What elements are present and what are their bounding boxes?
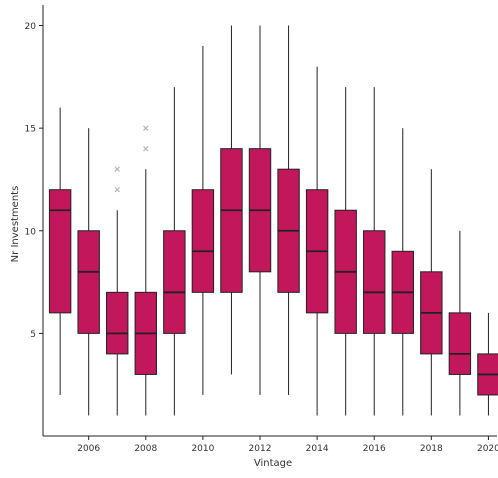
x-tick-label: 2006 [77,444,100,454]
x-tick-label: 2018 [420,444,443,454]
x-axis-ticks: 2006 2008 2010 2012 2014 2016 2018 2020 [77,436,498,454]
x-tick-label: 2010 [191,444,214,454]
x-tick-label: 2020 [477,444,498,454]
box-group-2009 [163,87,186,416]
box-iqr [448,312,472,375]
x-tick-label: 2014 [306,444,329,454]
box-iqr [163,230,186,334]
outlier-point [143,145,149,152]
box-iqr [363,230,386,334]
box-group-2020 [477,312,498,416]
outlier-point [114,187,120,193]
box-group-2010 [191,46,215,395]
y-tick-label: 20 [25,22,37,32]
box-group-2015 [334,87,357,416]
outlier-point [114,166,120,172]
x-axis-label: Vintage [254,458,292,469]
y-axis-ticks: 5 10 15 20 [25,22,43,340]
y-tick-label: 15 [25,125,36,135]
y-axis-label: Nr Investments [10,186,21,263]
x-tick-label: 2016 [363,444,386,454]
y-tick-label: 10 [25,227,37,237]
outlier-cross-b [114,187,120,193]
box-iqr [220,148,243,293]
box-group-2005 [48,107,72,395]
box-group-2019 [448,230,472,416]
box-iqr [48,189,72,314]
box-group-2012 [248,25,272,395]
box-group-2016 [363,87,386,416]
outlier-cross-b [114,166,120,172]
y-tick-label: 5 [30,330,36,340]
plot-layer [48,25,498,416]
box-group-2006 [77,128,100,416]
box-group-2018 [420,169,443,416]
outlier-cross-b [143,125,149,131]
box-group-2008 [134,125,157,416]
box-group-2007 [106,166,129,416]
x-tick-label: 2012 [249,444,272,454]
outlier-point [143,125,149,131]
outlier-cross-b [143,145,149,152]
box-iqr [77,230,100,334]
box-group-2013 [277,25,300,395]
box-group-2011 [220,25,243,375]
box-iqr [106,291,129,355]
box-iqr [191,189,215,293]
box-group-2017 [391,128,414,416]
x-tick-label: 2008 [134,444,157,454]
box-group-2014 [305,66,329,416]
